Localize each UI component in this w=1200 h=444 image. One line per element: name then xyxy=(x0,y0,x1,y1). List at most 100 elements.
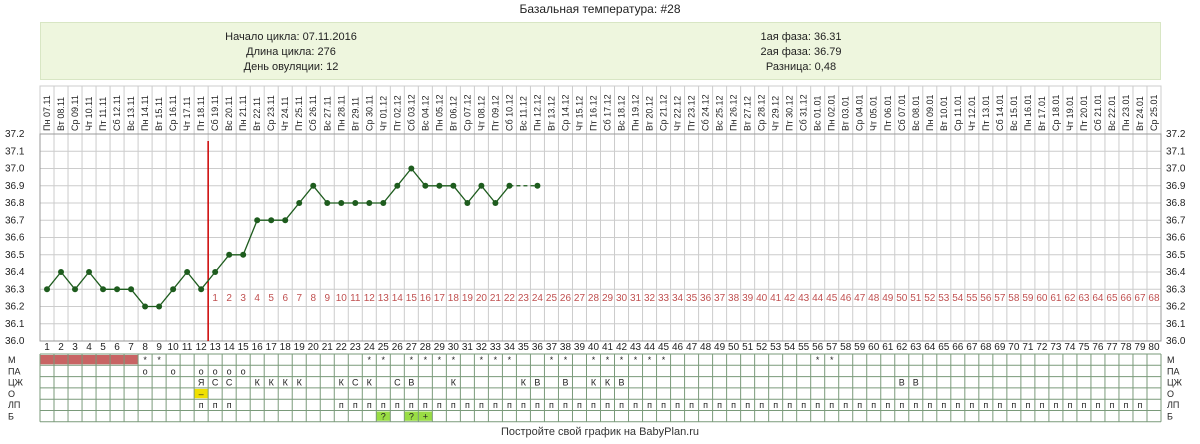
date-label: Вс 13.11 xyxy=(126,96,136,131)
y-tick-left: 36.7 xyxy=(5,215,25,226)
luteal-day-label: 31 xyxy=(630,293,642,304)
x-day-label: 2 xyxy=(58,342,64,353)
x-day-label: 78 xyxy=(1120,342,1132,353)
luteal-day-label: 23 xyxy=(518,293,530,304)
x-day-label: 71 xyxy=(1022,342,1034,353)
date-label: Чт 10.11 xyxy=(84,97,94,131)
date-label: Вт 08.11 xyxy=(56,97,66,131)
x-day-label: 72 xyxy=(1036,342,1048,353)
temperature-point xyxy=(492,200,499,206)
x-day-label: 49 xyxy=(714,342,726,353)
date-label: Пт 02.12 xyxy=(392,95,402,131)
legend-mark: п xyxy=(381,400,386,410)
legend-mark: п xyxy=(1025,400,1030,410)
temperature-point xyxy=(324,200,331,206)
luteal-day-label: 49 xyxy=(882,293,894,304)
x-day-label: 32 xyxy=(476,342,488,353)
legend-mark: п xyxy=(1067,400,1072,410)
legend-mark: п xyxy=(633,400,638,410)
legend-row-label-left: ЦЖ xyxy=(8,378,24,388)
x-day-label: 45 xyxy=(658,342,670,353)
legend-row-label-right: О xyxy=(1167,389,1174,399)
legend-mark: К xyxy=(255,378,261,388)
legend-mark: п xyxy=(871,400,876,410)
date-label: Вс 18.12 xyxy=(617,95,627,131)
legend-mark: * xyxy=(816,355,820,365)
y-tick-left: 36.1 xyxy=(5,319,25,330)
date-label: Чт 17.11 xyxy=(182,97,192,131)
date-label: Вт 27.12 xyxy=(743,96,753,131)
date-label: Чт 19.01 xyxy=(1065,96,1075,131)
x-day-label: 52 xyxy=(756,342,768,353)
date-label: Вт 24.01 xyxy=(1135,96,1145,131)
date-label: Ср 28.12 xyxy=(757,94,767,131)
legend-mark: п xyxy=(955,400,960,410)
legend-mark: * xyxy=(438,355,442,365)
legend-mark: п xyxy=(1039,400,1044,410)
luteal-day-label: 1 xyxy=(212,293,218,304)
temperature-point xyxy=(198,286,205,293)
legend-mark: * xyxy=(606,355,610,365)
x-day-label: 63 xyxy=(910,342,922,353)
x-day-label: 16 xyxy=(252,342,264,353)
y-tick-left: 36.3 xyxy=(5,284,25,295)
date-label: Вс 25.12 xyxy=(715,95,725,131)
date-label: Сб 26.11 xyxy=(308,95,318,131)
legend-mark: В xyxy=(562,378,568,388)
x-day-label: 55 xyxy=(798,342,810,353)
legend-mark: С xyxy=(226,378,233,388)
legend-mark: п xyxy=(339,400,344,410)
ovulation-test-cell xyxy=(194,388,209,399)
date-label: Пн 09.01 xyxy=(925,95,935,131)
legend-mark: п xyxy=(409,400,414,410)
legend-mark: К xyxy=(591,378,597,388)
y-tick-right: 36.2 xyxy=(1166,302,1186,313)
date-label: Чт 12.01 xyxy=(967,96,977,131)
legend-mark: К xyxy=(605,378,611,388)
legend-mark: п xyxy=(801,400,806,410)
legend-mark: К xyxy=(451,378,457,388)
phase-difference: Разница: 0,48 xyxy=(765,61,837,73)
luteal-day-label: 58 xyxy=(1008,293,1020,304)
y-tick-left: 37.1 xyxy=(5,146,25,157)
date-label: Сб 14.01 xyxy=(995,94,1005,131)
y-tick-right: 36.5 xyxy=(1166,250,1186,261)
x-day-label: 54 xyxy=(784,342,796,353)
temperature-point xyxy=(86,269,93,275)
date-label: Пн 28.11 xyxy=(336,95,346,131)
luteal-day-label: 56 xyxy=(980,293,992,304)
date-label: Пн 02.01 xyxy=(827,95,837,131)
legend-mark: С xyxy=(352,378,359,388)
luteal-day-label: 42 xyxy=(784,293,796,304)
temperature-point xyxy=(226,251,233,258)
luteal-day-label: 26 xyxy=(560,293,572,304)
date-label: Пт 06.01 xyxy=(883,95,893,131)
luteal-day-label: 25 xyxy=(546,293,558,304)
date-label: Ср 07.12 xyxy=(462,94,472,131)
legend-mark: * xyxy=(368,355,372,365)
temperature-point xyxy=(156,303,163,310)
x-day-label: 4 xyxy=(86,342,92,353)
x-day-label: 5 xyxy=(100,342,106,353)
legend-mark: С xyxy=(394,378,401,388)
legend-row-label-right: ЛП xyxy=(1167,400,1179,410)
luteal-day-label: 8 xyxy=(310,293,316,304)
legend-mark: п xyxy=(983,400,988,410)
date-label: Вс 27.11 xyxy=(322,96,332,131)
legend-mark: п xyxy=(661,400,666,410)
x-day-label: 24 xyxy=(364,342,376,353)
date-label: Пн 23.01 xyxy=(1121,95,1131,131)
y-tick-left: 36.6 xyxy=(5,233,25,244)
temperature-point xyxy=(506,182,513,189)
legend-row-label-left: О xyxy=(8,389,15,399)
legend-mark: п xyxy=(591,400,596,410)
luteal-day-label: 53 xyxy=(938,293,950,304)
footer-link[interactable]: Постройте свой график на BabyPlan.ru xyxy=(500,426,700,438)
date-label: Чт 22.12 xyxy=(673,96,683,131)
date-label: Вс 20.11 xyxy=(224,96,234,131)
temperature-point xyxy=(450,182,457,189)
y-tick-right: 36.7 xyxy=(1166,215,1186,226)
legend-mark: п xyxy=(1138,400,1143,410)
date-label: Вт 06.12 xyxy=(448,96,458,131)
phase-two-temp: 2ая фаза: 36.79 xyxy=(760,46,842,58)
